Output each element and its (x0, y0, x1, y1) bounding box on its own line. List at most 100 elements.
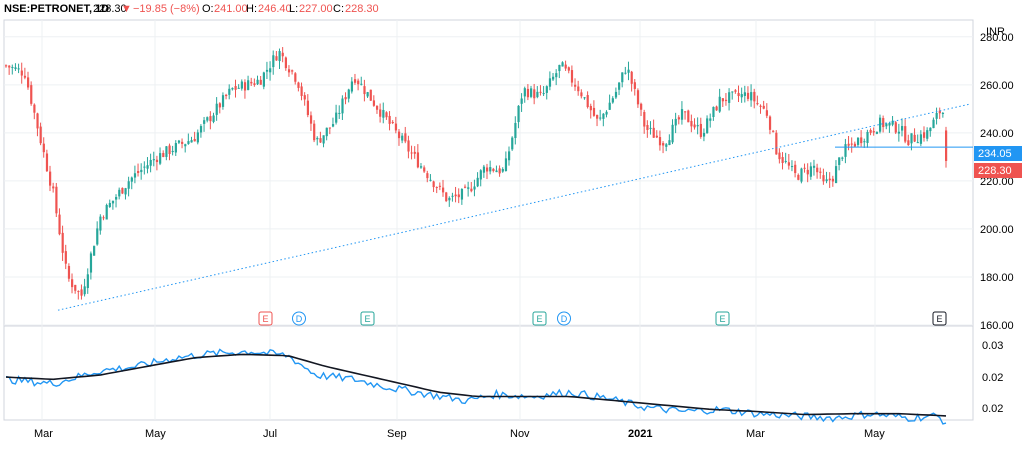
candle[interactable] (49, 165, 52, 192)
candle[interactable] (404, 126, 407, 144)
candle[interactable] (891, 116, 894, 127)
candle[interactable] (495, 165, 498, 173)
candle[interactable] (561, 61, 564, 67)
candle[interactable] (438, 182, 442, 191)
candle[interactable] (394, 116, 398, 134)
candle[interactable] (690, 114, 693, 133)
candle[interactable] (86, 268, 89, 294)
candle[interactable] (904, 119, 907, 144)
event-markers[interactable]: E D E E D E E (258, 311, 947, 326)
candle[interactable] (724, 93, 728, 106)
candle[interactable] (614, 87, 618, 100)
candle[interactable] (294, 72, 297, 85)
candle[interactable] (762, 100, 765, 110)
candle[interactable] (476, 172, 479, 188)
candle[interactable] (325, 127, 328, 141)
candle[interactable] (781, 152, 784, 170)
candlestick-series[interactable] (5, 47, 948, 300)
earnings-marker[interactable]: E (360, 311, 375, 326)
candle[interactable] (341, 95, 344, 121)
time-axis[interactable]: Mar May Jul Sep Nov 2021 Mar May (34, 428, 885, 440)
candle[interactable] (517, 105, 520, 129)
candle[interactable] (11, 64, 14, 75)
candle[interactable] (847, 135, 850, 151)
candle[interactable] (674, 112, 677, 134)
candle[interactable] (454, 186, 457, 203)
candle[interactable] (275, 51, 278, 61)
earnings-marker[interactable]: E (715, 311, 730, 326)
candle[interactable] (124, 187, 127, 200)
candle[interactable] (756, 95, 759, 106)
candle[interactable] (900, 118, 904, 137)
candle[interactable] (55, 182, 58, 218)
candle[interactable] (941, 111, 945, 118)
candle[interactable] (190, 136, 193, 143)
candle[interactable] (668, 134, 671, 146)
candle[interactable] (772, 129, 775, 133)
candle[interactable] (816, 163, 819, 179)
candle[interactable] (627, 61, 630, 81)
candle[interactable] (834, 160, 838, 184)
candle[interactable] (5, 64, 8, 68)
candle[interactable] (655, 130, 658, 139)
candle[interactable] (193, 131, 196, 142)
candle[interactable] (130, 176, 133, 190)
candle[interactable] (508, 146, 511, 166)
candle[interactable] (177, 139, 181, 145)
candle[interactable] (787, 153, 791, 170)
candle[interactable] (652, 119, 655, 138)
candle[interactable] (831, 175, 835, 187)
candle[interactable] (228, 84, 231, 100)
candle[interactable] (728, 88, 731, 111)
candle[interactable] (621, 72, 624, 88)
candle[interactable] (27, 71, 30, 90)
candle[interactable] (284, 56, 287, 71)
candle[interactable] (709, 113, 712, 128)
candle[interactable] (640, 102, 643, 117)
candle[interactable] (671, 119, 674, 145)
candle[interactable] (152, 151, 155, 167)
candle[interactable] (77, 290, 80, 300)
candle[interactable] (539, 85, 542, 96)
candle[interactable] (618, 81, 621, 96)
candle[interactable] (589, 103, 592, 119)
candle[interactable] (605, 110, 608, 118)
candle[interactable] (721, 98, 724, 108)
candle[interactable] (300, 82, 303, 101)
candle[interactable] (297, 81, 300, 92)
candle[interactable] (608, 94, 611, 110)
candle[interactable] (567, 66, 570, 74)
candle[interactable] (511, 136, 514, 151)
candle[interactable] (473, 179, 476, 197)
candle[interactable] (875, 131, 879, 135)
candle[interactable] (486, 163, 489, 180)
candle[interactable] (577, 80, 580, 96)
candle[interactable] (407, 135, 410, 159)
candle[interactable] (187, 133, 190, 145)
candle[interactable] (30, 81, 33, 106)
candle[interactable] (363, 79, 366, 102)
candle[interactable] (684, 111, 687, 120)
candle[interactable] (558, 64, 561, 79)
candle[interactable] (391, 120, 394, 125)
candle[interactable] (825, 171, 828, 184)
candle[interactable] (526, 84, 530, 101)
candle[interactable] (375, 105, 379, 114)
candle[interactable] (718, 88, 721, 113)
candle[interactable] (357, 78, 360, 91)
candle[interactable] (225, 93, 228, 100)
candle[interactable] (174, 140, 177, 156)
candle[interactable] (52, 182, 55, 193)
candle[interactable] (328, 127, 332, 135)
candle[interactable] (743, 85, 746, 103)
candle[interactable] (910, 133, 913, 151)
candle[interactable] (253, 78, 256, 87)
candle[interactable] (514, 116, 517, 145)
candle[interactable] (797, 173, 800, 181)
candle[interactable] (919, 130, 923, 147)
candle[interactable] (533, 83, 536, 105)
candle[interactable] (360, 76, 363, 86)
candle[interactable] (602, 112, 605, 127)
indicator-axis[interactable]: 0.03 0.02 0.02 (982, 340, 1003, 415)
candle[interactable] (215, 97, 218, 121)
